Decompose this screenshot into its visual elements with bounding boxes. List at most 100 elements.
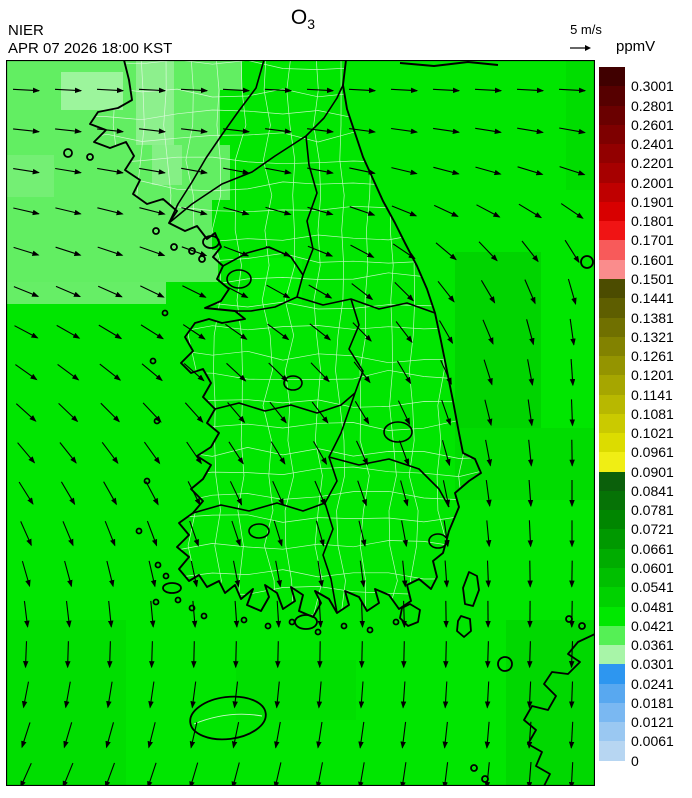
wind-arrow <box>227 402 246 424</box>
page-title: O3 <box>263 6 343 32</box>
wind-arrow <box>357 480 367 507</box>
wind-arrow <box>139 207 166 216</box>
wind-arrow <box>527 399 534 427</box>
wind-arrow <box>184 402 204 423</box>
wind-arrow <box>97 285 123 298</box>
wind-arrow <box>391 127 418 134</box>
wind-arrow <box>485 439 492 467</box>
field-patch <box>455 252 541 428</box>
wind-arrow <box>147 722 156 749</box>
wind-arrow <box>190 560 199 588</box>
wind-arrow <box>349 167 376 175</box>
wind-arrow <box>517 166 544 176</box>
county-line <box>211 60 224 617</box>
wind-arrow <box>107 641 113 669</box>
wind-arrow <box>268 362 289 382</box>
wind-arrow <box>478 241 498 262</box>
wind-arrow <box>183 363 205 382</box>
wind-arrow <box>441 399 451 426</box>
wind-arrow <box>400 762 407 790</box>
field-patch <box>236 660 356 720</box>
wind-arrow <box>97 207 124 216</box>
wind-arrow <box>223 246 250 257</box>
wind-arrow <box>225 323 248 340</box>
wind-arrow <box>13 246 40 256</box>
wind-arrow <box>396 360 412 385</box>
wind-arrow <box>138 87 167 94</box>
wind-arrow <box>98 324 123 340</box>
wind-arrow <box>189 762 199 789</box>
wind-arrow <box>232 560 241 588</box>
wind-arrow <box>306 87 335 94</box>
wind-arrow <box>182 285 207 298</box>
colorbar-cell <box>599 587 625 607</box>
colorbar-tick-label: 0.2801 <box>631 97 674 114</box>
wind-arrow <box>146 520 158 547</box>
wind-arrow <box>62 762 74 789</box>
colorbar: 0.3001 0.2801 0.2601 0.2401 0.2201 0.2001 0.19… <box>599 67 691 768</box>
colorbar-tick-label: 0.0481 <box>631 598 674 615</box>
colorbar-cell <box>599 741 625 761</box>
wind-arrow <box>231 721 240 749</box>
wind-arrow <box>191 641 197 669</box>
wind-arrow <box>62 521 74 547</box>
iki-island <box>497 656 513 672</box>
wind-arrow <box>65 641 71 669</box>
wind-arrow <box>96 87 125 94</box>
wind-arrow <box>97 167 124 175</box>
field-patch <box>6 250 218 282</box>
wind-arrow <box>316 721 323 749</box>
wind-arrow <box>474 87 503 94</box>
map-svg <box>5 59 596 790</box>
colorbar-tick-label: 0.2601 <box>631 116 674 133</box>
wind-reference-arrow-icon <box>566 40 592 58</box>
colorbar-tick-label: 0.3001 <box>631 78 674 95</box>
wind-arrow <box>569 399 576 427</box>
wind-arrow <box>265 245 292 257</box>
wind-arrow <box>275 560 282 588</box>
colorbar-cell <box>599 240 625 260</box>
colorbar-tick-label: 0.1701 <box>631 232 674 249</box>
wind-arrow <box>224 285 249 299</box>
agency-label: NIER <box>8 22 44 39</box>
colorbar-tick-label: 0.0601 <box>631 560 674 577</box>
colorbar-cell <box>599 625 625 646</box>
wind-arrow <box>391 205 418 217</box>
wind-arrow <box>348 87 377 94</box>
wind-arrow <box>142 402 162 423</box>
wind-arrow <box>272 480 284 506</box>
colorbar-tick-label: 0.0301 <box>631 656 674 673</box>
wind-arrow <box>63 722 73 749</box>
colorbar-cell <box>599 452 625 472</box>
colorbar-cell <box>599 86 625 106</box>
wind-arrow <box>56 324 81 339</box>
wind-arrow <box>439 320 454 345</box>
colorbar-tick-label: 0.2401 <box>631 136 674 153</box>
colorbar-cell <box>599 201 625 222</box>
title-species: O <box>290 6 308 29</box>
wind-arrow <box>401 520 408 548</box>
colorbar-tick-label: 0.1801 <box>631 213 674 230</box>
field-patch <box>6 60 242 90</box>
colorbar-cell <box>599 259 625 279</box>
wind-arrow <box>432 87 461 94</box>
wind-arrow <box>223 128 250 134</box>
wind-arrow <box>315 762 324 789</box>
colorbar-tick-label: 0.0841 <box>631 482 674 499</box>
wind-arrow <box>307 206 334 216</box>
jeju-island <box>189 695 267 741</box>
colorbar-cell <box>599 298 625 318</box>
wind-arrow <box>309 323 332 341</box>
wind-arrow <box>266 284 291 299</box>
wind-arrow <box>518 203 543 219</box>
wind-arrow <box>23 600 30 628</box>
colorbar-tick-label: 0.0361 <box>631 637 674 654</box>
wind-arrow <box>270 441 286 465</box>
colorbar-tick-label: 0.0721 <box>631 521 674 538</box>
wind-arrow <box>265 167 292 175</box>
wind-arrow <box>521 240 539 263</box>
wind-arrow <box>349 206 376 216</box>
wind-arrow <box>443 520 450 548</box>
wind-arrow <box>484 762 491 790</box>
